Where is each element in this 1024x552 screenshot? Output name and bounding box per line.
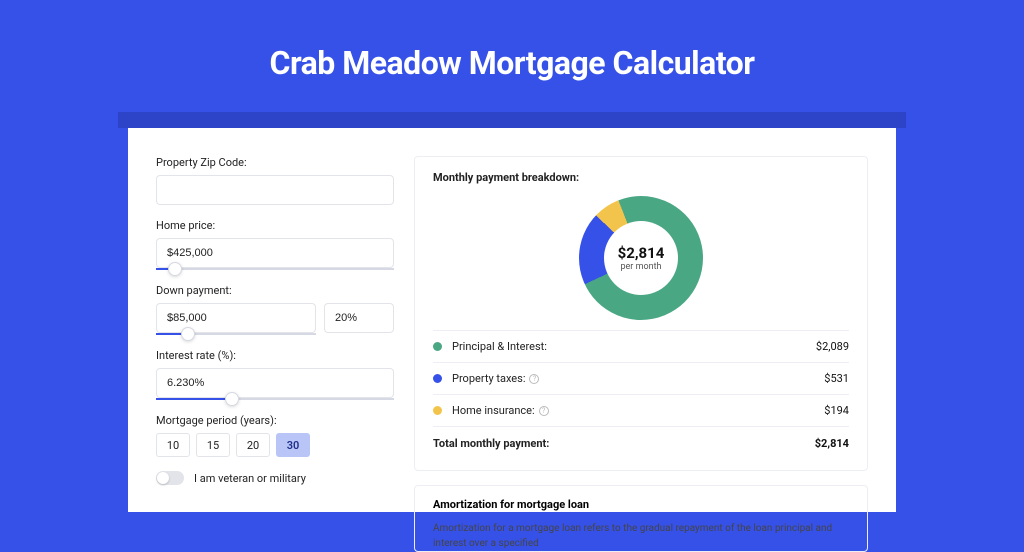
donut-center: $2,814 per month bbox=[604, 221, 678, 295]
donut-amount: $2,814 bbox=[618, 244, 665, 262]
interest-rate-field: Interest rate (%): bbox=[156, 349, 394, 400]
zip-label: Property Zip Code: bbox=[156, 156, 394, 169]
panel-shadow bbox=[118, 112, 906, 128]
period-option-10[interactable]: 10 bbox=[156, 433, 190, 457]
legend-value: $194 bbox=[824, 404, 849, 417]
legend-row-home_insurance: Home insurance:?$194 bbox=[433, 394, 849, 426]
total-label: Total monthly payment: bbox=[433, 437, 815, 450]
breakdown-title: Monthly payment breakdown: bbox=[433, 171, 849, 184]
legend-value: $2,089 bbox=[816, 340, 849, 353]
down-payment-label: Down payment: bbox=[156, 284, 394, 297]
down-payment-input[interactable] bbox=[156, 303, 316, 333]
home-price-input[interactable] bbox=[156, 238, 394, 268]
legend-row-principal_interest: Principal & Interest:$2,089 bbox=[433, 330, 849, 362]
slider-thumb[interactable] bbox=[168, 262, 182, 276]
zip-input[interactable] bbox=[156, 175, 394, 205]
slider-thumb[interactable] bbox=[225, 392, 239, 406]
total-value: $2,814 bbox=[815, 437, 849, 450]
period-label: Mortgage period (years): bbox=[156, 414, 394, 427]
period-option-20[interactable]: 20 bbox=[236, 433, 270, 457]
veteran-row: I am veteran or military bbox=[156, 471, 394, 485]
down-payment-pct-input[interactable] bbox=[324, 303, 394, 333]
zip-field: Property Zip Code: bbox=[156, 156, 394, 205]
down-payment-slider[interactable] bbox=[156, 333, 316, 335]
toggle-knob bbox=[157, 472, 169, 484]
period-field: Mortgage period (years): 10152030 bbox=[156, 414, 394, 457]
donut-chart: $2,814 per month bbox=[579, 196, 703, 320]
legend-label: Property taxes:? bbox=[452, 372, 824, 385]
interest-rate-input[interactable] bbox=[156, 368, 394, 398]
total-row: Total monthly payment: $2,814 bbox=[433, 426, 849, 456]
slider-thumb[interactable] bbox=[181, 327, 195, 341]
legend-dot bbox=[433, 342, 442, 351]
breakdown-column: Monthly payment breakdown: $2,814 per mo… bbox=[414, 156, 868, 471]
interest-rate-slider[interactable] bbox=[156, 398, 394, 400]
info-icon[interactable]: ? bbox=[539, 406, 549, 416]
legend-label: Principal & Interest: bbox=[452, 340, 816, 353]
period-option-15[interactable]: 15 bbox=[196, 433, 230, 457]
legend-label: Home insurance:? bbox=[452, 404, 824, 417]
amortization-box: Amortization for mortgage loan Amortizat… bbox=[414, 485, 868, 552]
home-price-label: Home price: bbox=[156, 219, 394, 232]
veteran-label: I am veteran or military bbox=[194, 472, 306, 485]
down-payment-field: Down payment: bbox=[156, 284, 394, 335]
donut-sub: per month bbox=[620, 262, 661, 272]
home-price-field: Home price: bbox=[156, 219, 394, 270]
page-title: Crab Meadow Mortgage Calculator bbox=[0, 0, 1024, 108]
home-price-slider[interactable] bbox=[156, 268, 394, 270]
legend-dot bbox=[433, 374, 442, 383]
legend-dot bbox=[433, 406, 442, 415]
interest-rate-label: Interest rate (%): bbox=[156, 349, 394, 362]
veteran-toggle[interactable] bbox=[156, 471, 184, 485]
amortization-title: Amortization for mortgage loan bbox=[433, 498, 849, 511]
donut-chart-wrap: $2,814 per month bbox=[433, 192, 849, 330]
calculator-panel: Property Zip Code: Home price: Down paym… bbox=[128, 128, 896, 512]
amortization-body: Amortization for a mortgage loan refers … bbox=[433, 521, 849, 551]
form-column: Property Zip Code: Home price: Down paym… bbox=[156, 156, 394, 512]
legend-value: $531 bbox=[824, 372, 849, 385]
info-icon[interactable]: ? bbox=[529, 374, 539, 384]
period-option-30[interactable]: 30 bbox=[276, 433, 310, 457]
legend-row-property_taxes: Property taxes:?$531 bbox=[433, 362, 849, 394]
